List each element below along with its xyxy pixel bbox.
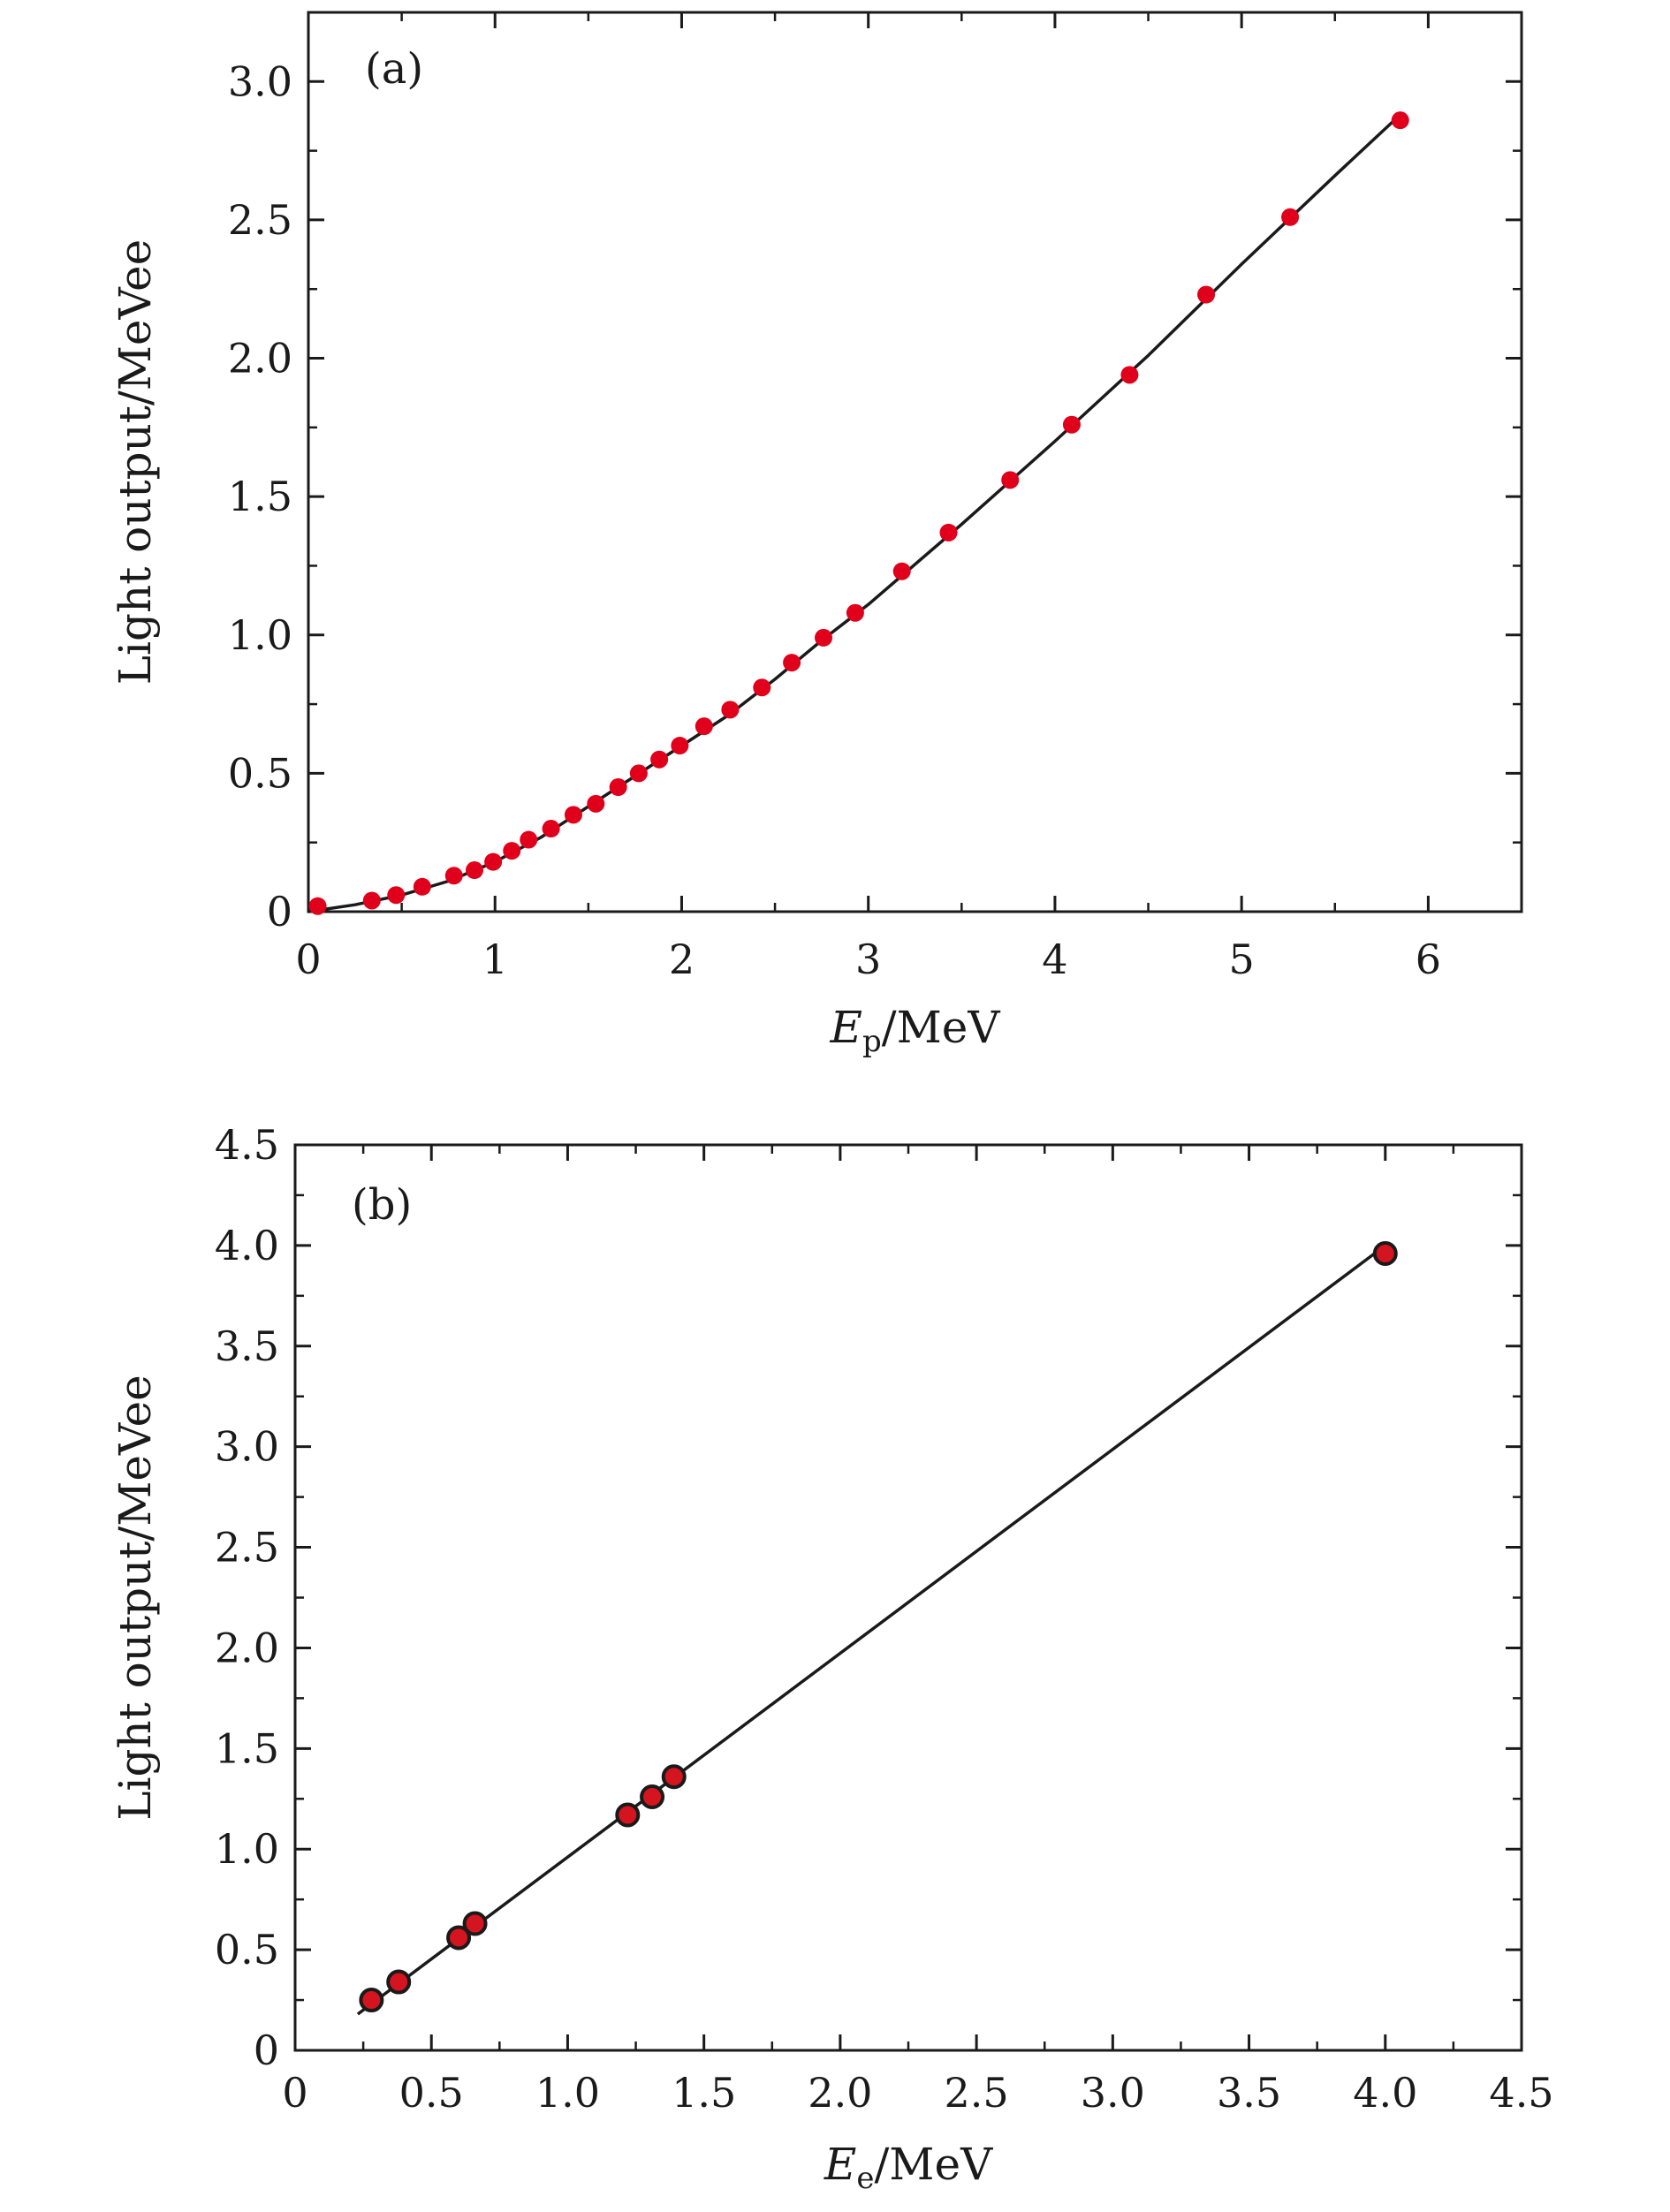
panel-a-data-point	[695, 717, 713, 736]
panel-b-y-tick-label: 0	[254, 2026, 279, 2074]
panel-a-data-point	[387, 886, 406, 905]
panel-b-x-axis-subscript: e	[856, 2161, 874, 2196]
panel-a-data-point	[814, 628, 832, 647]
panel-b-fit-line	[356, 1244, 1386, 2016]
panel-b-data-point	[661, 1764, 687, 1790]
panel-b-y-tick-label: 1.5	[215, 1724, 279, 1772]
panel-a-data-point	[846, 603, 864, 622]
panel-b-x-axis-unit: /MeV	[874, 2139, 993, 2190]
panel-a-data-point	[671, 737, 689, 755]
panel-b-data-point	[446, 1925, 472, 1951]
panel-a-y-tick-label: 0.5	[228, 749, 292, 797]
panel-a-data-point	[587, 794, 605, 813]
panel-b-data-point	[615, 1802, 641, 1828]
panel-a-data-point	[308, 897, 327, 915]
panel-a-data-point	[465, 861, 483, 880]
panel-a-data-point	[892, 562, 911, 580]
panel-b-y-tick-label: 3.5	[215, 1322, 279, 1370]
panel-a-x-axis-title: Ep/MeV	[829, 1002, 1000, 1059]
panel-b-data-point	[462, 1911, 488, 1936]
panel-b-x-axis-symbol: E	[824, 2139, 857, 2190]
panel-a-x-axis-subscript: p	[862, 1024, 882, 1059]
panel-a-data-point	[413, 877, 431, 896]
panel-b-y-tick-label: 3.0	[215, 1423, 279, 1471]
panel-a-data-point	[650, 750, 669, 769]
panel-a-y-tick-label: 0	[267, 888, 292, 936]
panel-a-data-point	[1062, 415, 1081, 434]
panel-a-x-axis-unit: /MeV	[882, 1002, 1001, 1053]
panel-b-label: (b)	[352, 1180, 412, 1230]
panel-a-data-point	[503, 842, 521, 860]
panel-a-data-point	[564, 806, 582, 824]
panel-a: 0 1 2 3 4 5 6 0 0.5 1.0 1.5 2.0 2.5 3.0 (a) Light outpu…	[110, 11, 1523, 1059]
panel-b-x-axis-title: Ee/MeV	[824, 2139, 993, 2196]
panel-b-data-point	[640, 1784, 665, 1809]
panel-b-x-tick-label: 3.0	[1081, 2069, 1145, 2117]
panel-b-y-tick-label: 0.5	[215, 1926, 279, 1973]
panel-a-data-point	[721, 701, 740, 719]
panel-b-y-tick-label: 4.5	[215, 1121, 279, 1169]
panel-b-y-axis-title: Light output/MeVee	[110, 1375, 161, 1820]
panel-a-y-tick-label: 1.5	[228, 473, 292, 520]
panel-a-plot-frame	[307, 11, 1523, 913]
panel-a-data-point	[484, 852, 503, 871]
panel-a-x-tick-label: 4	[1042, 936, 1067, 983]
panel-b-y-tick-label: 4.0	[215, 1222, 279, 1269]
panel-a-y-tick-label: 2.5	[228, 196, 292, 244]
panel-b-y-tick-label: 2.5	[215, 1524, 279, 1572]
panel-a-x-tick-label: 0	[295, 936, 321, 983]
panel-a-data-point	[1281, 208, 1300, 226]
panel-b-x-tick-label: 3.5	[1217, 2069, 1281, 2117]
panel-b-x-tick-label: 2.0	[808, 2069, 872, 2117]
panel-b-x-tick-label: 4.5	[1489, 2069, 1553, 2117]
panel-a-data-point	[520, 830, 538, 849]
panel-a-data-point	[609, 778, 627, 797]
panel-a-data-point	[1391, 111, 1409, 130]
panel-a-x-tick-label: 3	[855, 936, 881, 983]
panel-a-y-axis-title: Light output/MeVee	[110, 239, 161, 685]
panel-b-data-point	[359, 1988, 384, 2013]
panel-a-x-tick-label: 1	[482, 936, 508, 983]
panel-a-data-point	[362, 891, 381, 910]
panel-b-y-tick-label: 1.0	[215, 1825, 279, 1873]
panel-a-data-point	[444, 867, 463, 885]
panel-a-data-point	[542, 820, 560, 838]
panel-a-x-tick-label: 2	[669, 936, 695, 983]
panel-a-y-tick-label: 2.0	[228, 335, 292, 383]
panel-b-data-point	[386, 1969, 412, 1995]
panel-b-data-point	[1372, 1241, 1398, 1266]
panel-a-data-point	[753, 678, 771, 697]
panel-a-data-point	[783, 654, 801, 672]
panel-a-data-point	[1001, 471, 1020, 489]
panel-a-data-point	[939, 523, 958, 542]
panel-a-y-tick-label: 1.0	[228, 611, 292, 659]
panel-b-x-tick-label: 2.5	[945, 2069, 1009, 2117]
panel-a-x-tick-label: 5	[1229, 936, 1255, 983]
panel-b-x-tick-label: 1.0	[535, 2069, 600, 2117]
panel-a-x-tick-label: 6	[1416, 936, 1441, 983]
panel-b-y-tick-label: 2.0	[215, 1624, 279, 1671]
panel-b-x-tick-label: 0.5	[399, 2069, 464, 2117]
panel-a-x-axis-symbol: E	[829, 1002, 862, 1053]
panel-a-data-point	[1120, 366, 1139, 384]
panel-b-x-tick-label: 0	[282, 2069, 307, 2117]
panel-a-data-point	[629, 764, 648, 783]
panel-a-fit-line	[307, 113, 1401, 913]
panel-b: 0 0.5 1.0 1.5 2.0 2.5 3.0 3.5 4.0 4.5 0 0.5 1.0 1.5 2.…	[110, 1121, 1554, 2196]
panel-b-x-tick-label: 1.5	[672, 2069, 736, 2117]
panel-a-label: (a)	[365, 44, 423, 94]
panel-a-y-tick-label: 3.0	[228, 57, 292, 105]
panel-b-x-tick-label: 4.0	[1353, 2069, 1417, 2117]
panel-a-data-point	[1197, 285, 1216, 304]
